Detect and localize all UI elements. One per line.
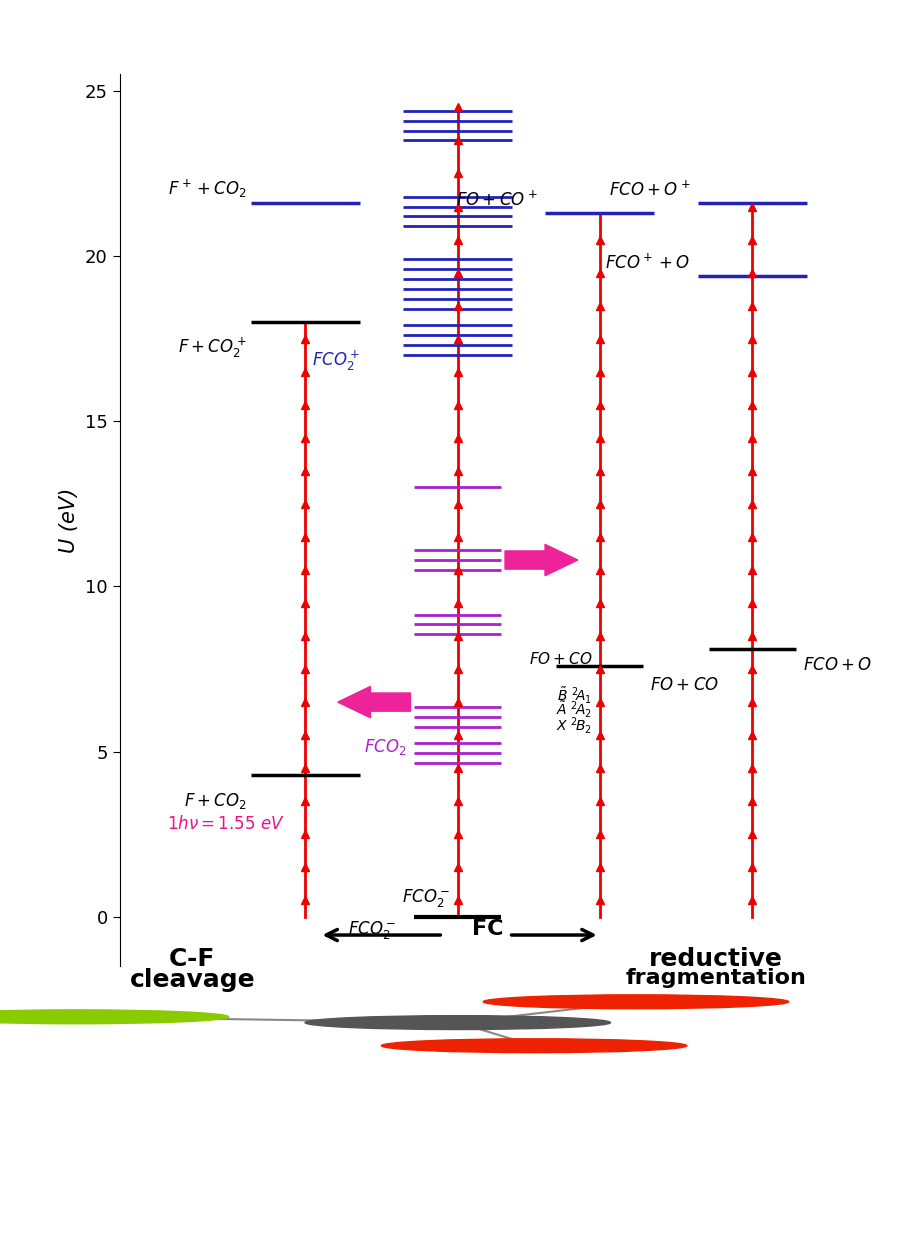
Circle shape [0, 1010, 229, 1023]
Text: $F^+ + CO_2$: $F^+ + CO_2$ [168, 177, 246, 199]
Text: fragmentation: fragmentation [625, 968, 805, 987]
Text: $FO + CO^+$: $FO + CO^+$ [456, 191, 538, 209]
Text: $1h\nu = 1.55$ $eV$: $1h\nu = 1.55$ $eV$ [166, 815, 284, 834]
Text: $FCO + O^+$: $FCO + O^+$ [608, 181, 690, 199]
Circle shape [482, 995, 788, 1009]
Text: $F + CO_2^+$: $F + CO_2^+$ [178, 336, 246, 359]
Text: $FCO + O$: $FCO + O$ [802, 655, 871, 674]
Text: $FO + CO$: $FO + CO$ [650, 675, 719, 694]
Text: $\tilde{B}\ ^2\!A_1$: $\tilde{B}\ ^2\!A_1$ [557, 685, 592, 705]
Text: $FO + CO$: $FO + CO$ [528, 652, 592, 668]
Y-axis label: U (eV): U (eV) [59, 488, 79, 553]
Circle shape [305, 1016, 610, 1030]
Text: cleavage: cleavage [130, 968, 255, 992]
Text: $F + CO_2$: $F + CO_2$ [184, 792, 246, 812]
Text: C-F: C-F [169, 947, 215, 970]
Circle shape [381, 1038, 686, 1053]
Text: reductive: reductive [648, 947, 782, 970]
FancyArrow shape [505, 544, 577, 576]
Text: $\tilde{A}\ ^2\!A_2$: $\tilde{A}\ ^2\!A_2$ [556, 700, 592, 720]
Text: $X\ ^2\!B_2$: $X\ ^2\!B_2$ [556, 715, 592, 736]
FancyArrow shape [337, 686, 410, 717]
Text: $FCO_2^+$: $FCO_2^+$ [312, 348, 360, 373]
Text: $FCO_2^-$: $FCO_2^-$ [347, 918, 395, 940]
Text: $FCO_2$: $FCO_2$ [364, 737, 406, 757]
Text: FC: FC [471, 918, 504, 938]
Text: $FCO^+ + O$: $FCO^+ + O$ [605, 253, 690, 273]
Text: $FCO_2^-$: $FCO_2^-$ [402, 887, 450, 908]
